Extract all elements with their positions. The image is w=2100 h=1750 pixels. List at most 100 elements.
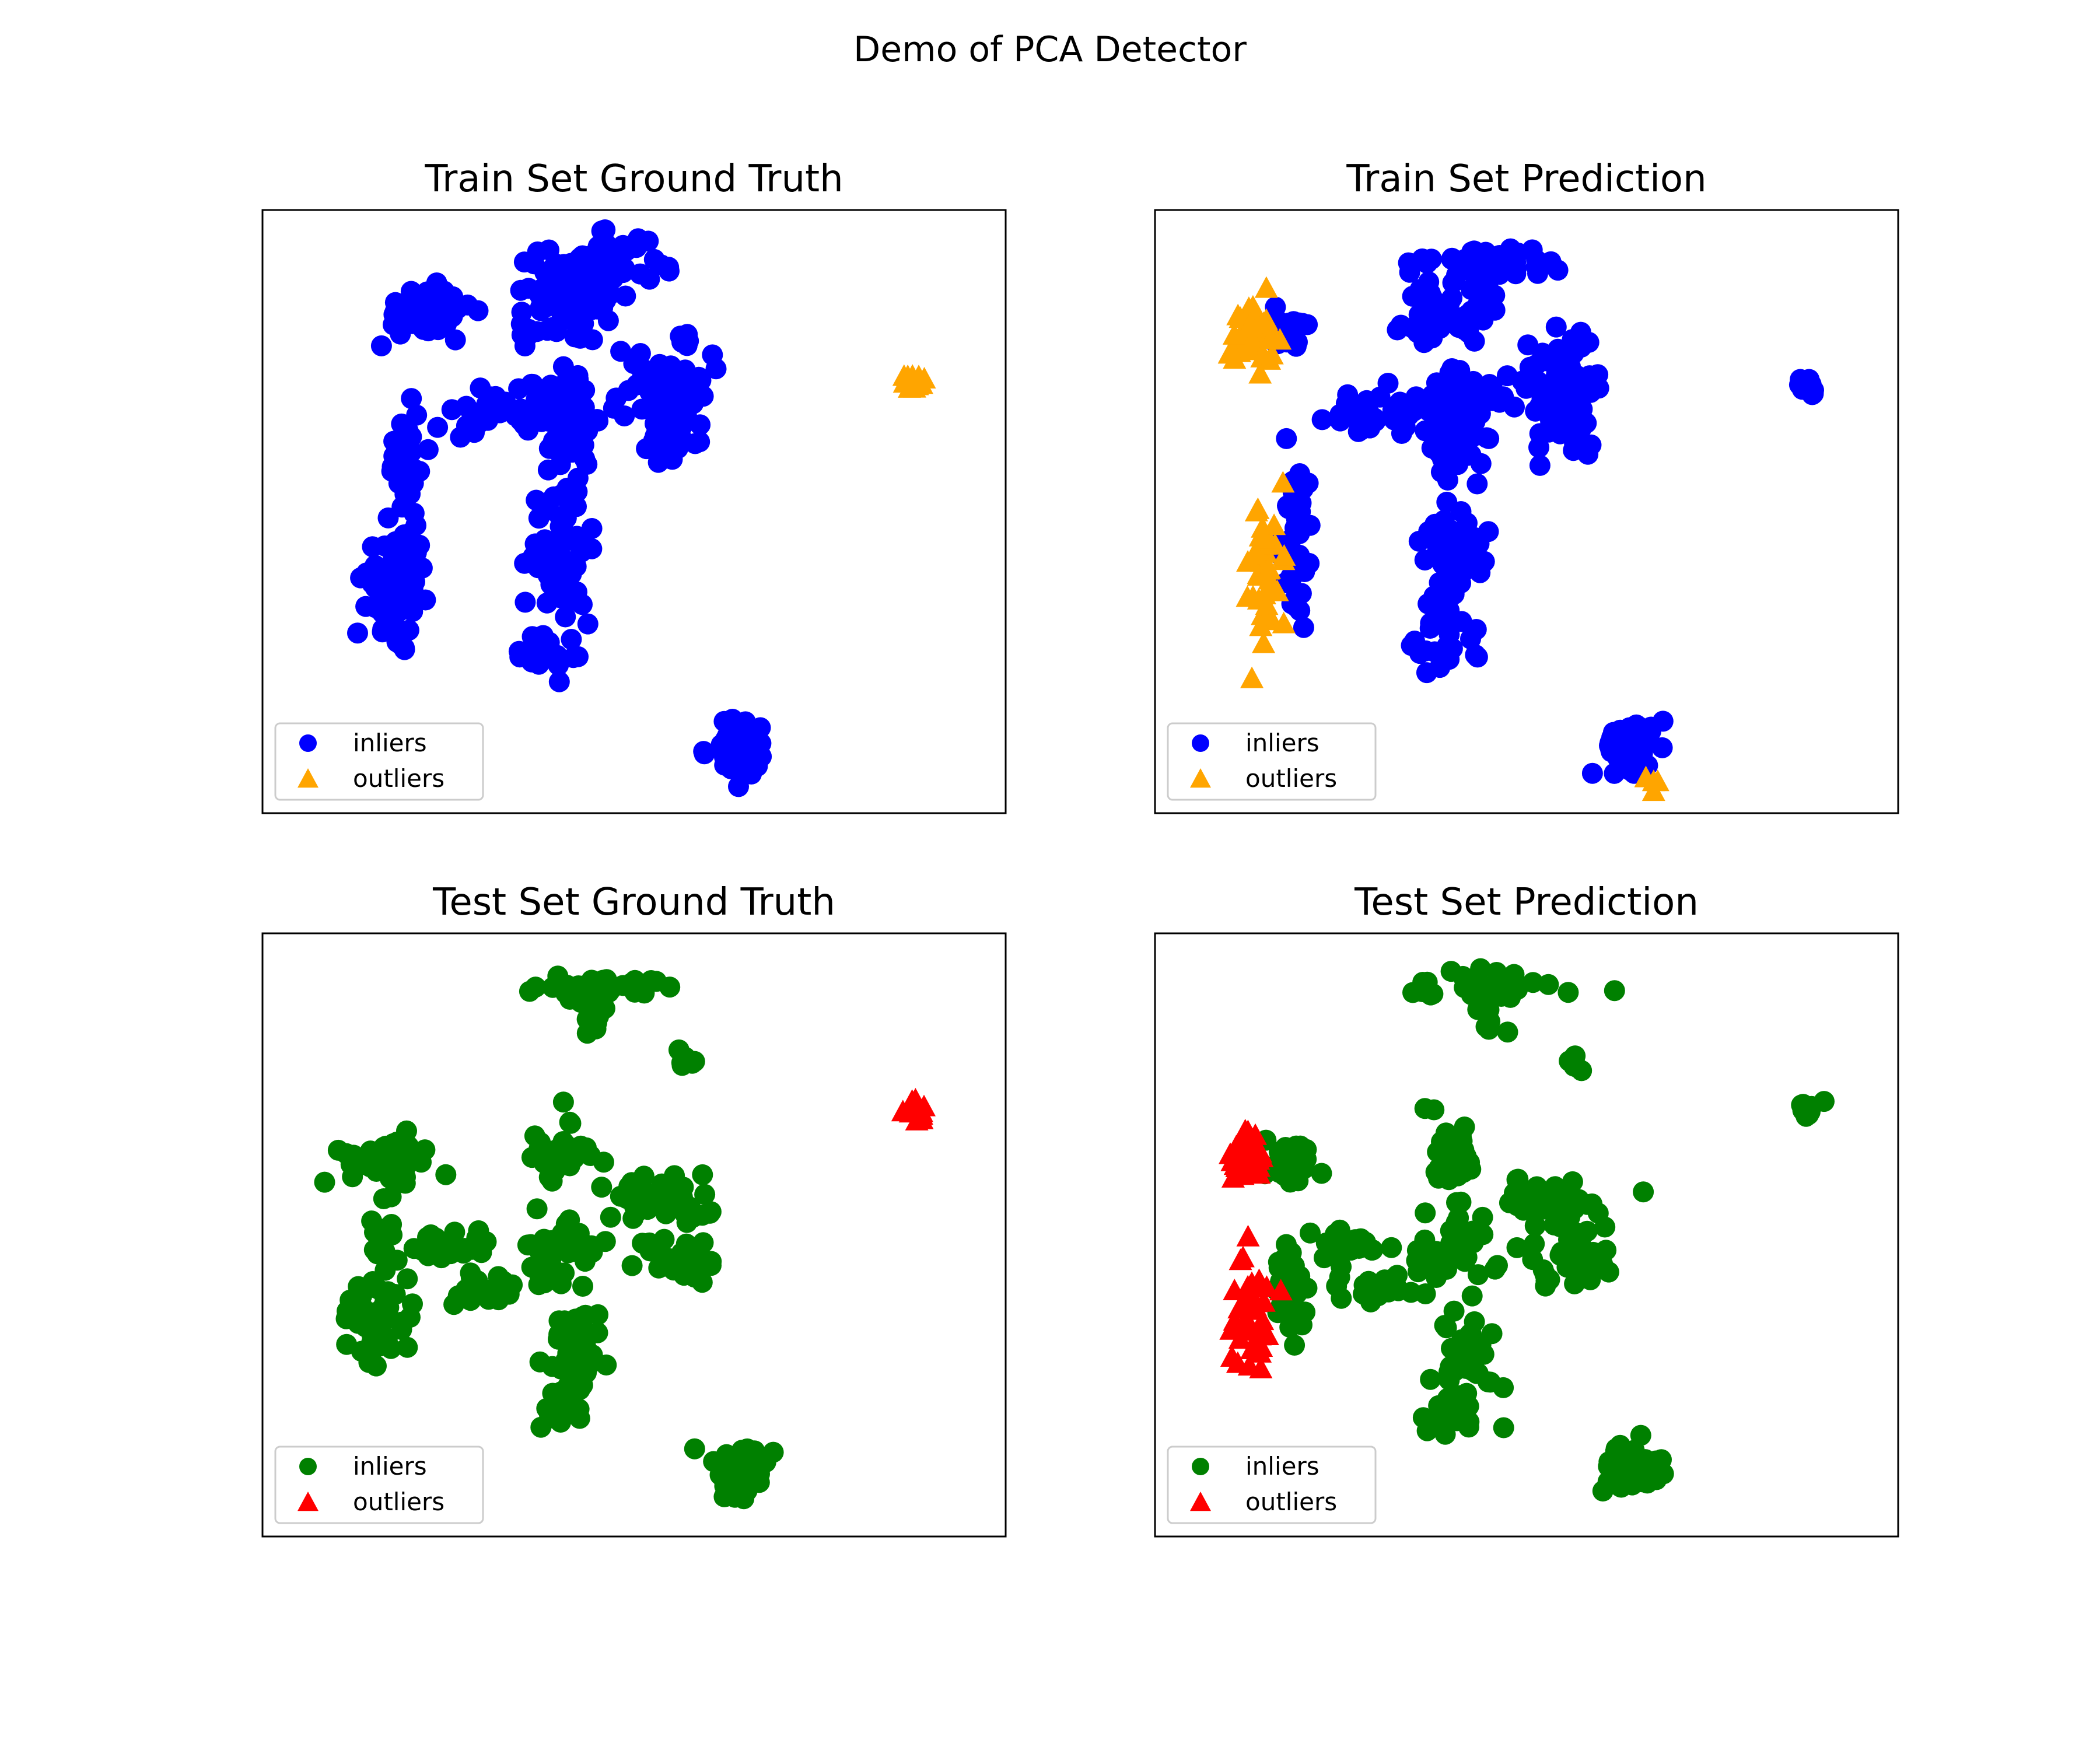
inlier-point (1467, 999, 1489, 1020)
inlier-point (508, 378, 530, 400)
inlier-point (1594, 1216, 1616, 1238)
legend-outlier-label: outliers (1245, 764, 1337, 793)
inlier-point (1480, 296, 1502, 318)
subplot-test-ground-truth: Test Set Ground Truth inliers outliers (261, 881, 1007, 1538)
inlier-point (1376, 1274, 1398, 1296)
inlier-point (1592, 1254, 1614, 1275)
inlier-point (676, 404, 697, 426)
inlier-point (615, 285, 636, 307)
inlier-point (391, 496, 413, 518)
inlier-point (548, 972, 569, 994)
inlier-point (1408, 530, 1430, 552)
inlier-point (1453, 373, 1475, 395)
inlier-point (1587, 364, 1609, 386)
inlier-point (1487, 1255, 1508, 1276)
inlier-point (1400, 1282, 1422, 1303)
outlier-point (1246, 497, 1270, 519)
outlier-point (901, 373, 925, 395)
inlier-point (558, 386, 579, 407)
inlier-point (646, 971, 667, 992)
inlier-point (362, 1302, 383, 1324)
inlier-point (582, 329, 603, 351)
outlier-point (1272, 611, 1296, 634)
inlier-point (542, 317, 564, 338)
inlier-point (1418, 593, 1439, 615)
inlier-point (1418, 271, 1440, 293)
inlier-point (648, 452, 669, 473)
outlier-point (1218, 341, 1242, 363)
inlier-point (1416, 662, 1437, 684)
legend-inlier-label: inliers (353, 729, 427, 757)
inlier-point (1436, 1317, 1457, 1339)
inlier-point (1453, 313, 1475, 334)
inlier-point (1449, 557, 1471, 579)
inlier-point (684, 1438, 705, 1460)
inlier-point (406, 404, 428, 426)
outlier-point (1252, 527, 1276, 549)
inlier-point (383, 430, 405, 452)
inlier-point (1315, 1232, 1337, 1254)
inlier-point (711, 735, 733, 757)
inlier-point (1428, 1399, 1450, 1421)
inlier-point (1436, 491, 1458, 513)
outlier-point (1249, 1141, 1272, 1163)
inlier-point (1458, 1411, 1480, 1433)
inlier-point (1292, 1314, 1312, 1336)
outlier-point (1251, 311, 1275, 333)
outlier-point (1226, 303, 1250, 326)
inlier-point (443, 1294, 465, 1315)
inlier-point (669, 1257, 691, 1279)
inlier-point (1544, 1176, 1566, 1198)
inlier-point (1568, 334, 1590, 356)
outlier-point (1237, 1354, 1261, 1376)
inlier-point (1576, 1254, 1597, 1276)
inlier-point (477, 393, 498, 415)
legend-inlier-label: inliers (353, 1452, 427, 1480)
inlier-point (713, 1486, 735, 1507)
inlier-point (568, 317, 589, 338)
inlier-point (1414, 1098, 1436, 1119)
inlier-point (591, 1177, 612, 1198)
inlier-point (1420, 1368, 1441, 1390)
inlier-point (1470, 1334, 1492, 1356)
inlier-point (1419, 618, 1441, 639)
outlier-point (1231, 1245, 1255, 1268)
outlier-point (909, 1098, 933, 1121)
inlier-point (1460, 628, 1481, 650)
inlier-point (1450, 1191, 1472, 1213)
outlier-point (1271, 471, 1295, 493)
inlier-point (624, 970, 646, 991)
inlier-point (1572, 398, 1593, 420)
inlier-point (475, 1231, 497, 1252)
inlier-point (692, 1232, 714, 1254)
inlier-point (1466, 473, 1488, 495)
outlier-point (1252, 631, 1276, 653)
inlier-point (401, 388, 422, 410)
scatter-points (1217, 238, 1824, 802)
inlier-point (1265, 296, 1286, 318)
inlier-point (1559, 1050, 1580, 1072)
inlier-point (1408, 1261, 1429, 1283)
subplot-test-prediction: Test Set Prediction inliers outliers (1154, 881, 1899, 1538)
inlier-point (600, 1206, 621, 1228)
inlier-point (748, 1472, 770, 1493)
inlier-point (542, 388, 564, 410)
inlier-point (664, 1165, 685, 1186)
outlier-point (1254, 276, 1278, 298)
inlier-point (1538, 974, 1559, 995)
inlier-point (1652, 710, 1674, 732)
outlier-point (1223, 1309, 1247, 1331)
scatter-points (347, 219, 936, 797)
outlier-point (1642, 779, 1665, 802)
inlier-point (363, 563, 385, 584)
inlier-point (572, 1276, 593, 1297)
outlier-point (1241, 328, 1265, 351)
inlier-point (1501, 974, 1522, 996)
outlier-point (1241, 295, 1265, 317)
inlier-point (347, 1312, 369, 1334)
inlier-point (1604, 980, 1625, 1002)
inlier-point (1294, 561, 1315, 582)
inlier-point (657, 420, 679, 442)
inlier-point (649, 1189, 671, 1211)
